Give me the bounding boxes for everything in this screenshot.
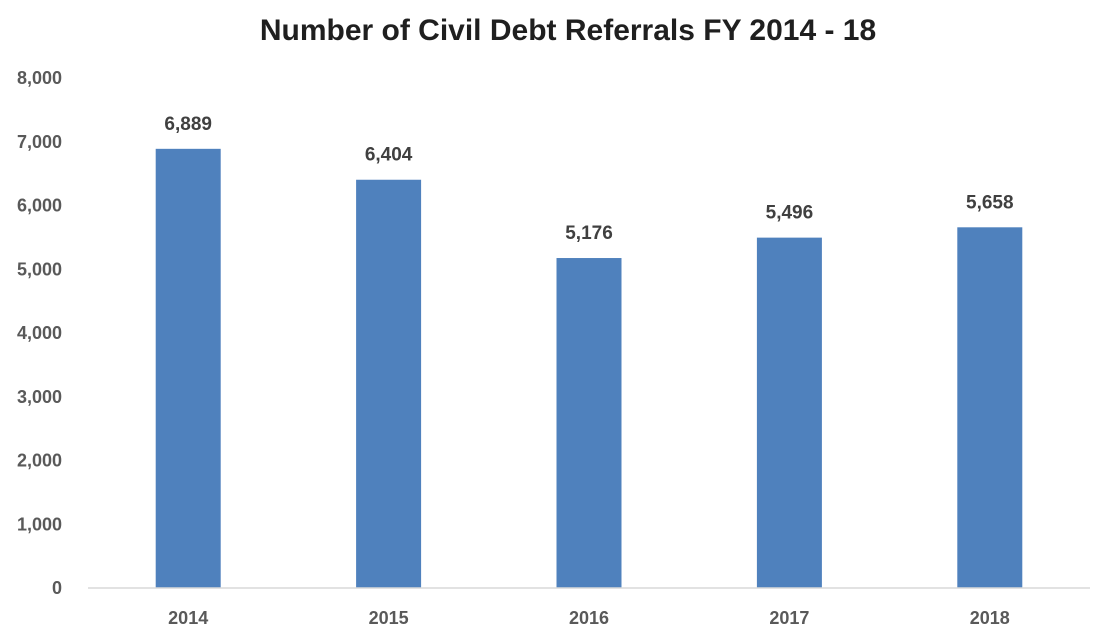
x-tick-label: 2015 (369, 608, 409, 628)
y-tick-label: 0 (52, 578, 62, 598)
y-tick-label: 3,000 (17, 387, 62, 407)
y-tick-label: 1,000 (17, 514, 62, 534)
y-tick-label: 6,000 (17, 196, 62, 216)
x-tick-label: 2014 (168, 608, 208, 628)
bar (155, 148, 221, 589)
bar (356, 179, 422, 588)
data-label: 6,404 (365, 145, 413, 166)
y-tick-label: 5,000 (17, 259, 62, 279)
y-axis-ticks: 0 1,000 2,000 3,000 4,000 5,000 6,000 7,000 8,00… (17, 68, 62, 598)
bar (957, 227, 1023, 589)
y-tick-label: 7,000 (17, 132, 62, 152)
data-labels: 6,889 6,404 5,176 5,496 5,658 (164, 114, 1013, 244)
chart-title: Number of Civil Debt Referrals FY 2014 -… (260, 14, 876, 47)
y-tick-label: 2,000 (17, 451, 62, 471)
x-tick-label: 2016 (569, 608, 609, 628)
x-axis-ticks: 2014 2015 2016 2017 2018 (168, 608, 1010, 628)
data-label: 6,889 (164, 114, 212, 135)
y-tick-label: 8,000 (17, 68, 62, 88)
x-tick-label: 2017 (769, 608, 809, 628)
bars (155, 148, 1023, 589)
bar (756, 237, 822, 588)
y-tick-label: 4,000 (17, 323, 62, 343)
data-label: 5,658 (966, 192, 1014, 213)
data-label: 5,496 (766, 203, 814, 224)
x-tick-label: 2018 (970, 608, 1010, 628)
bar (556, 258, 622, 588)
data-label: 5,176 (565, 223, 613, 244)
